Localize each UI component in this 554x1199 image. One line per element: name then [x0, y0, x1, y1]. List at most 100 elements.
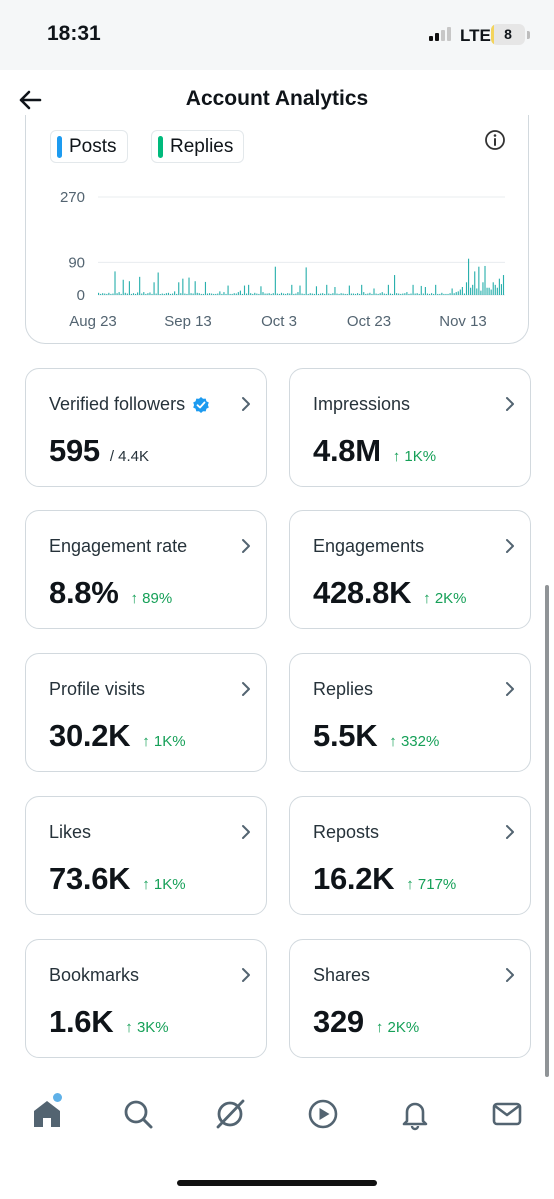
chart-bar: [406, 292, 408, 295]
battery-icon: 8: [491, 24, 525, 45]
chart-bar: [476, 288, 478, 295]
chart-bar: [243, 285, 246, 295]
metric-card-likes[interactable]: Likes 73.6K ↑ 1K%: [25, 796, 267, 915]
chart-bar: [178, 282, 180, 295]
chart-bar: [400, 293, 402, 295]
chart-bar: [494, 284, 496, 295]
metric-card-impressions[interactable]: Impressions 4.8M ↑ 1K%: [289, 368, 531, 487]
metric-change: ↑ 717%: [406, 876, 457, 893]
back-arrow-icon[interactable]: [14, 84, 46, 116]
metric-card-verified-followers[interactable]: Verified followers 595 / 4.4K: [25, 368, 267, 487]
chart-bar: [354, 293, 357, 295]
messages-tab[interactable]: [490, 1097, 524, 1131]
metric-label-text: Likes: [49, 822, 92, 842]
chart-bar: [332, 293, 334, 295]
chart-bar: [482, 282, 484, 295]
chart-bar: [453, 293, 455, 295]
chart-bar: [459, 289, 461, 295]
chart-bar: [309, 293, 311, 295]
chart-bar: [272, 293, 274, 295]
metric-total: / 4.4K: [109, 448, 150, 465]
chart-bar: [122, 279, 124, 295]
chart-bar: [468, 258, 470, 295]
chart-bar: [396, 293, 398, 295]
video-tab[interactable]: [306, 1097, 340, 1131]
chart-bar: [361, 284, 363, 295]
chart-bar: [206, 293, 209, 295]
metric-card-shares[interactable]: Shares 329 ↑ 2K%: [289, 939, 531, 1058]
metric-label: Shares: [313, 965, 370, 986]
metric-card-reposts[interactable]: Reposts 16.2K ↑ 717%: [289, 796, 531, 915]
chart-bar: [159, 294, 161, 295]
chart-bar: [408, 293, 410, 295]
metric-card-engagements[interactable]: Engagements 428.8K ↑ 2K%: [289, 510, 531, 629]
notifications-tab[interactable]: [398, 1097, 432, 1131]
legend-posts[interactable]: Posts: [50, 130, 128, 163]
chart-bar: [307, 293, 309, 295]
metric-label: Engagements: [313, 536, 424, 557]
metric-value: 428.8K: [313, 575, 412, 610]
chart-bar: [348, 285, 350, 295]
chart-bar: [439, 293, 441, 295]
grok-icon: [216, 1099, 245, 1129]
metric-card-bookmarks[interactable]: Bookmarks 1.6K ↑ 3K%: [25, 939, 267, 1058]
chart-bar: [219, 291, 221, 295]
metric-change: ↑ 89%: [130, 590, 173, 607]
chart-bar: [256, 293, 258, 295]
messages-icon: [492, 1102, 522, 1126]
metric-change: ↑ 2K%: [423, 590, 467, 607]
chart-bar: [161, 293, 163, 295]
chart-bar: [266, 293, 268, 295]
scrollbar[interactable]: [545, 585, 549, 1077]
verified-badge-icon: [193, 396, 209, 413]
chart-bar: [276, 293, 278, 295]
chart-bar: [465, 282, 468, 295]
chart-bar: [126, 293, 128, 295]
metric-card-replies[interactable]: Replies 5.5K ↑ 332%: [289, 653, 531, 772]
chart-bar: [132, 293, 135, 295]
metric-card-profile-visits[interactable]: Profile visits 30.2K ↑ 1K%: [25, 653, 267, 772]
chart-bar: [328, 293, 330, 295]
chart-bar: [428, 293, 431, 295]
chart-bar: [305, 267, 307, 295]
chart-bar: [391, 293, 394, 295]
home-tab[interactable]: [30, 1097, 64, 1131]
chart-bar: [322, 293, 324, 295]
metric-value: 4.8M: [313, 433, 381, 468]
metric-value-row: 329 ↑ 2K%: [313, 1004, 419, 1040]
notification-dot: [53, 1093, 62, 1102]
chevron-right-icon: [506, 825, 514, 839]
x-tick-label: Nov 13: [439, 313, 487, 330]
battery-percentage: 8: [504, 26, 512, 42]
chart-bar: [447, 293, 449, 295]
chart-bar: [371, 293, 373, 295]
chart-bar: [151, 293, 153, 295]
x-tick-label: Sep 13: [164, 313, 212, 330]
chart-bar: [130, 293, 133, 295]
chart-bar: [457, 291, 459, 295]
chart-bar: [359, 293, 361, 295]
chart-bar: [352, 293, 355, 295]
chart-bar: [414, 293, 416, 295]
chart-bar: [377, 293, 379, 295]
chart-bar: [233, 293, 235, 295]
metric-value: 329: [313, 1004, 364, 1039]
chart-bar: [367, 293, 369, 295]
chart-bar: [334, 287, 336, 295]
metric-change: ↑ 1K%: [392, 448, 437, 465]
chart-bar: [500, 284, 503, 295]
legend-replies[interactable]: Replies: [151, 130, 245, 163]
metric-card-engagement-rate[interactable]: Engagement rate 8.8% ↑ 89%: [25, 510, 267, 629]
chart-bar: [184, 293, 186, 295]
chart-bar: [291, 284, 293, 295]
metric-label: Profile visits: [49, 679, 145, 700]
info-icon[interactable]: [484, 129, 506, 151]
chart-bar: [248, 284, 250, 295]
chart-bar: [299, 285, 301, 295]
search-tab[interactable]: [121, 1097, 155, 1131]
video-icon: [308, 1099, 338, 1129]
notifications-icon: [402, 1102, 428, 1131]
chart-bar: [451, 288, 453, 295]
chart-bar: [252, 293, 254, 295]
grok-tab[interactable]: [213, 1097, 247, 1131]
